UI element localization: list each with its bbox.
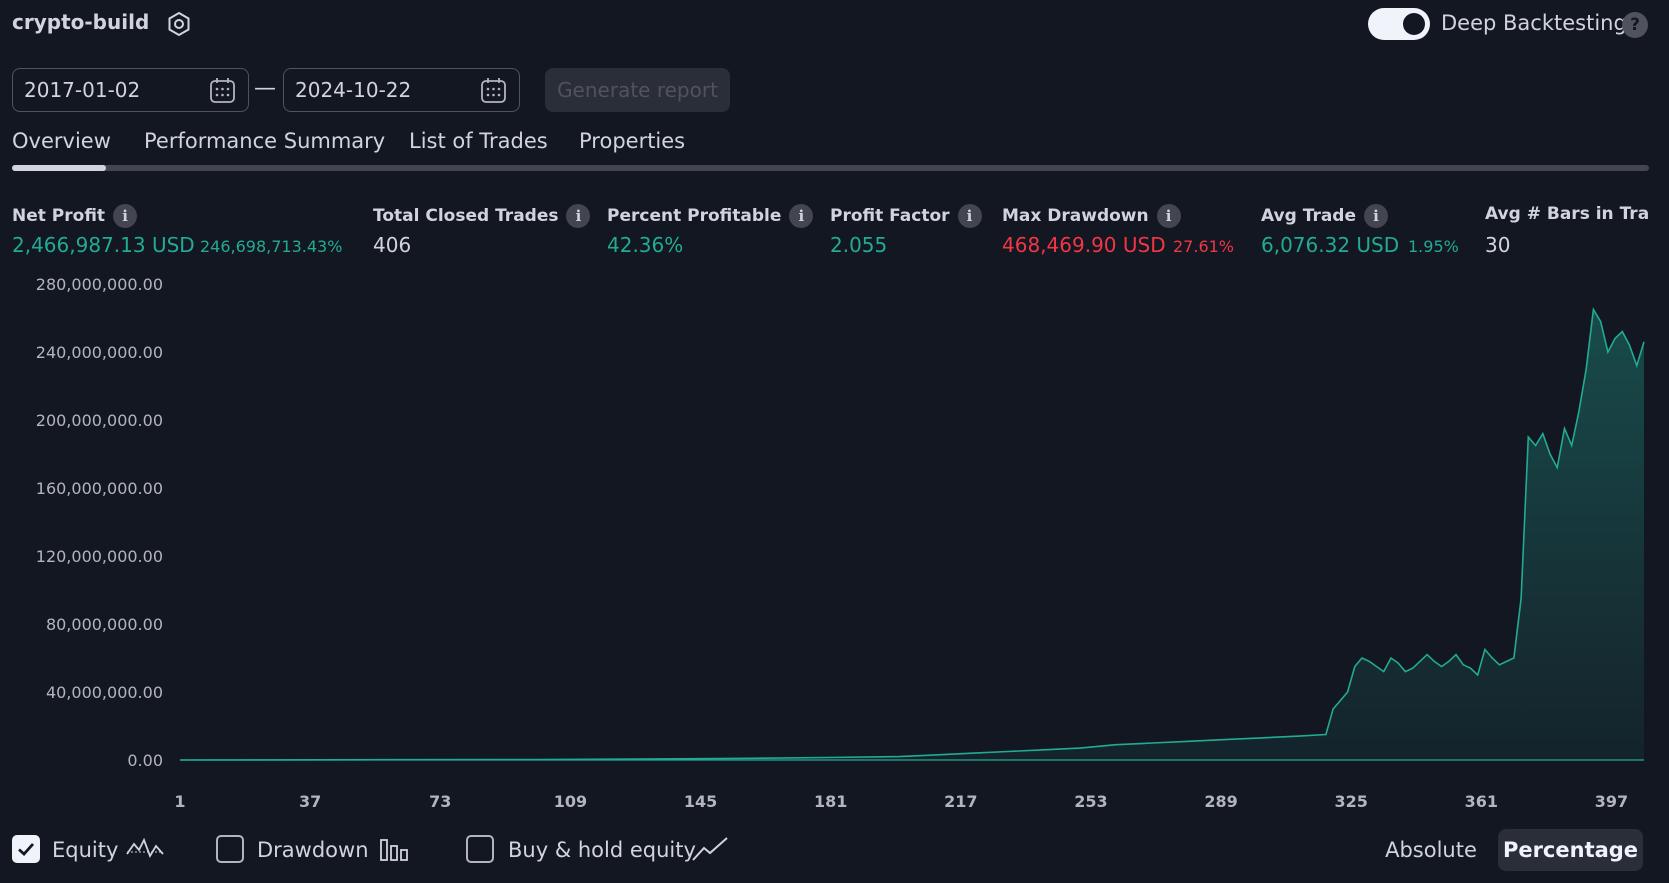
avg-trade-label: Avg Trade i [1261, 204, 1389, 228]
deep-backtesting-label: Deep Backtesting [1441, 11, 1627, 35]
x-tick-label: 1 [174, 792, 185, 811]
y-tick-label: 200,000,000.00 [36, 411, 163, 430]
avg-bars-clip: Avg # Bars in Trades 30 [1485, 200, 1649, 260]
y-tick-label: 160,000,000.00 [36, 479, 163, 498]
start-date-field[interactable]: 2017-01-02 [12, 68, 249, 112]
checkmark-icon [18, 843, 35, 856]
x-tick-label: 289 [1204, 792, 1237, 811]
x-tick-label: 217 [944, 792, 977, 811]
max-drawdown-label-text: Max Drawdown [1002, 206, 1149, 226]
y-axis: 0.00 40,000,000.00 80,000,000.00 120,000,00… [36, 275, 163, 770]
equity-line [179, 307, 1645, 761]
strategy-name: crypto-build [12, 10, 150, 34]
info-icon[interactable]: i [566, 204, 591, 228]
tab-properties[interactable]: Properties [579, 129, 686, 153]
info-icon[interactable]: i [957, 204, 982, 228]
net-profit-label-text: Net Profit [12, 206, 106, 226]
tab-overview[interactable]: Overview [12, 129, 111, 153]
calendar-icon[interactable] [480, 77, 507, 104]
calendar-icon[interactable] [209, 77, 236, 104]
x-tick-label: 397 [1595, 792, 1628, 811]
equity-area [180, 309, 1644, 760]
y-tick-label: 40,000,000.00 [46, 683, 163, 702]
end-date-field[interactable]: 2024-10-22 [283, 68, 520, 112]
date-separator: — [254, 76, 276, 101]
help-icon[interactable]: ? [1622, 12, 1648, 38]
buy-hold-checkbox[interactable] [466, 835, 494, 863]
generate-report-button[interactable]: Generate report [545, 68, 730, 112]
avg-trade-label-text: Avg Trade [1261, 206, 1357, 226]
max-drawdown-percent: 27.61% [1173, 237, 1235, 256]
percent-profitable-label: Percent Profitable i [607, 204, 814, 228]
x-tick-label: 253 [1074, 792, 1107, 811]
x-tick-label: 361 [1465, 792, 1498, 811]
x-tick-label: 37 [299, 792, 321, 811]
percent-profitable-value: 42.36% [607, 233, 684, 257]
start-date-value: 2017-01-02 [24, 78, 141, 102]
x-tick-label: 325 [1334, 792, 1367, 811]
total-closed-trades-label-text: Total Closed Trades [373, 206, 559, 226]
toggle-knob [1403, 13, 1425, 35]
percentage-toggle-button[interactable]: Percentage [1498, 829, 1643, 871]
net-profit-percent: 246,698,713.43% [200, 237, 343, 256]
total-closed-trades-label: Total Closed Trades i [373, 204, 591, 228]
equity-legend-icon [126, 837, 164, 859]
deep-backtesting-toggle[interactable] [1368, 8, 1430, 40]
bar-chart-icon [380, 839, 408, 861]
tab-active-indicator [12, 165, 106, 171]
avg-trade-percent: 1.95% [1408, 237, 1459, 256]
y-tick-label: 80,000,000.00 [46, 615, 163, 634]
tab-list-of-trades[interactable]: List of Trades [409, 129, 548, 153]
drawdown-checkbox[interactable] [216, 835, 244, 863]
absolute-toggle-button[interactable]: Absolute [1385, 838, 1477, 862]
x-tick-label: 145 [684, 792, 717, 811]
total-closed-trades-value: 406 [373, 233, 412, 257]
avg-bars-label: Avg # Bars in Trades [1485, 204, 1649, 224]
profit-factor-label: Profit Factor i [830, 204, 982, 228]
buy-hold-label: Buy & hold equity [508, 838, 696, 862]
tab-performance-summary[interactable]: Performance Summary [144, 129, 386, 153]
tab-track [12, 165, 1649, 171]
profit-factor-value: 2.055 [830, 233, 888, 257]
drawdown-label: Drawdown [257, 838, 369, 862]
y-tick-label: 280,000,000.00 [36, 275, 163, 294]
gear-icon [168, 11, 190, 37]
equity-checkbox[interactable] [12, 835, 40, 863]
max-drawdown-value: 468,469.90 USD [1002, 233, 1166, 257]
percent-profitable-label-text: Percent Profitable [607, 206, 782, 226]
line-chart-icon [692, 837, 728, 861]
x-tick-label: 181 [814, 792, 847, 811]
net-profit-value: 2,466,987.13 USD [12, 233, 195, 257]
max-drawdown-label: Max Drawdown i [1002, 204, 1181, 228]
avg-bars-value: 30 [1485, 233, 1511, 257]
x-tick-label: 73 [429, 792, 451, 811]
info-icon[interactable]: i [1156, 204, 1181, 228]
y-tick-label: 0.00 [127, 751, 163, 770]
profit-factor-label-text: Profit Factor [830, 206, 950, 226]
net-profit-label: Net Profit i [12, 204, 138, 228]
info-icon[interactable]: i [1364, 204, 1389, 228]
equity-chart[interactable]: 0.00 40,000,000.00 80,000,000.00 120,000,00… [0, 268, 1669, 813]
y-tick-label: 120,000,000.00 [36, 547, 163, 566]
info-icon[interactable]: i [113, 204, 138, 228]
settings-button[interactable] [163, 8, 195, 40]
avg-trade-value: 6,076.32 USD [1261, 233, 1400, 257]
x-axis: 1 37 73 109 145 181 217 253 289 325 361 397 [174, 792, 1628, 811]
equity-label: Equity [52, 838, 119, 862]
info-icon[interactable]: i [789, 204, 814, 228]
x-tick-label: 109 [554, 792, 587, 811]
end-date-value: 2024-10-22 [295, 78, 412, 102]
y-tick-label: 240,000,000.00 [36, 343, 163, 362]
